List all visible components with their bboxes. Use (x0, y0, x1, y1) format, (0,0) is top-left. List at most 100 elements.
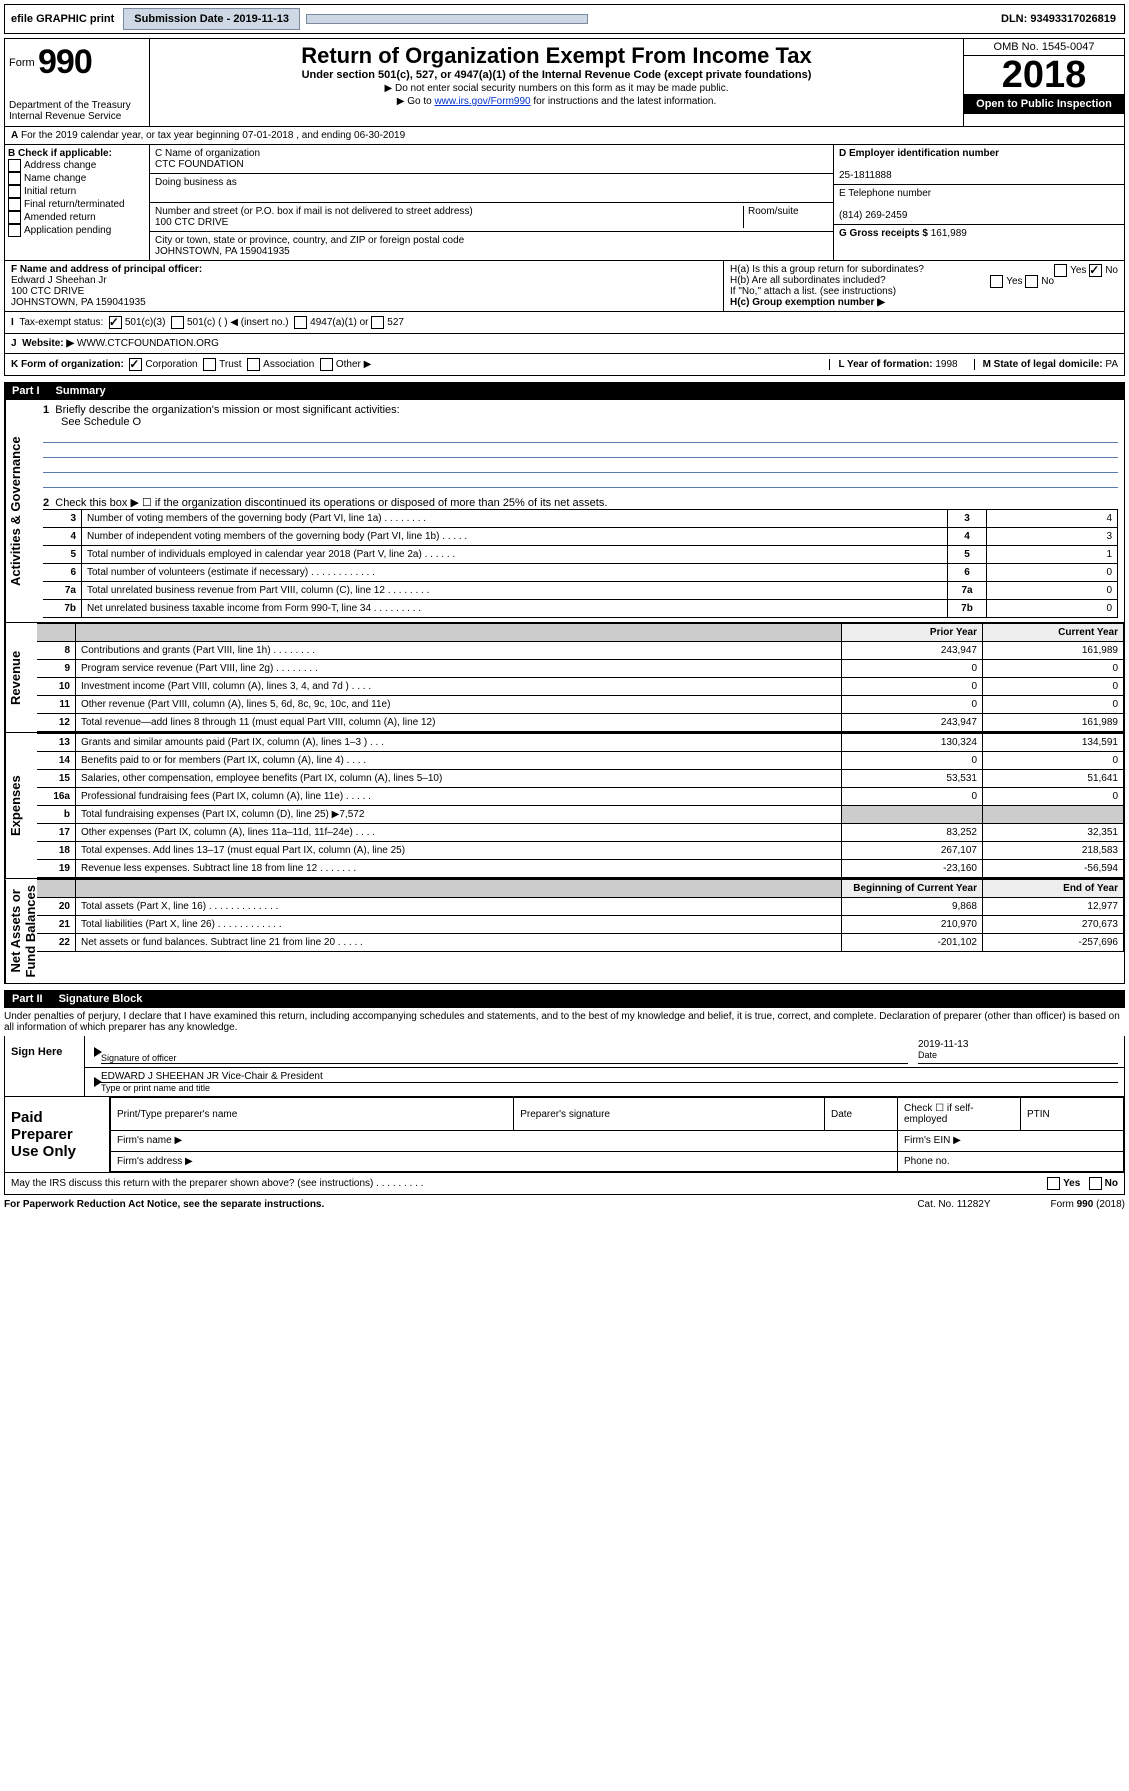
instructions-link[interactable]: www.irs.gov/Form990 (434, 96, 530, 107)
expenses-table: 13Grants and similar amounts paid (Part … (37, 733, 1124, 878)
chk-amended[interactable] (8, 211, 21, 224)
lbl-4947: 4947(a)(1) or (310, 317, 368, 328)
discuss-no[interactable] (1089, 1177, 1102, 1190)
discuss-no-label: No (1105, 1179, 1118, 1190)
ha-label: H(a) Is this a group return for subordin… (730, 264, 924, 275)
chk-other[interactable] (320, 358, 333, 371)
part2-num: Part II (12, 993, 43, 1005)
ein-value: 25-1811888 (839, 170, 892, 181)
uline (43, 473, 1118, 488)
chk-name[interactable] (8, 172, 21, 185)
chk-trust[interactable] (203, 358, 216, 371)
box-c: C Name of organization CTC FOUNDATION Do… (150, 145, 834, 260)
line-a: A For the 2019 calendar year, or tax yea… (4, 127, 1125, 145)
gross-value: 161,989 (931, 228, 967, 239)
tax-exempt-label: Tax-exempt status: (19, 317, 103, 328)
chk-address-label: Address change (24, 160, 96, 171)
footer-right: Form 990 (2018) (1051, 1199, 1125, 1210)
sign-here-block: Sign Here Signature of officer 2019-11-1… (4, 1036, 1125, 1097)
part1-title: Summary (56, 385, 106, 397)
uline (43, 428, 1118, 443)
l-label: L Year of formation: (838, 359, 932, 370)
chk-amended-label: Amended return (24, 212, 96, 223)
prep-name-hdr: Print/Type preparer's name (111, 1098, 514, 1130)
ha-no[interactable] (1089, 264, 1102, 277)
chk-501c3[interactable] (109, 316, 122, 329)
form-word: Form (9, 57, 35, 69)
box-deg: D Employer identification number 25-1811… (834, 145, 1124, 260)
part1-header: Part I Summary (4, 382, 1125, 400)
sig-date: 2019-11-13 (918, 1039, 1118, 1050)
website-link[interactable]: WWW.CTCFOUNDATION.ORG (77, 338, 219, 349)
sig-name: EDWARD J SHEEHAN JR Vice-Chair & Preside… (101, 1071, 1118, 1083)
ha-yes-label: Yes (1070, 265, 1086, 276)
officer-addr: 100 CTC DRIVE (11, 286, 84, 297)
chk-final[interactable] (8, 198, 21, 211)
chk-initial-label: Initial return (24, 186, 76, 197)
org-name-label: C Name of organization (155, 148, 260, 159)
lbl-other: Other ▶ (336, 359, 371, 370)
lbl-trust: Trust (219, 359, 241, 370)
box-f: F Name and address of principal officer:… (5, 261, 724, 311)
fh-row: F Name and address of principal officer:… (4, 261, 1125, 312)
dept-label: Department of the Treasury Internal Reve… (9, 100, 145, 122)
hb-yes[interactable] (990, 275, 1003, 288)
hc-label: H(c) Group exemption number ▶ (730, 297, 885, 308)
vlabel-na: Net Assets or Fund Balances (5, 879, 37, 983)
lbl-501c: 501(c) ( ) ◀ (insert no.) (187, 317, 289, 328)
hb-yes-label: Yes (1006, 276, 1022, 287)
note2-prefix: ▶ Go to (397, 96, 435, 107)
revenue-table: Prior YearCurrent Year8Contributions and… (37, 623, 1124, 732)
submission-date-button[interactable]: Submission Date - 2019-11-13 (123, 8, 300, 30)
page-footer: For Paperwork Reduction Act Notice, see … (4, 1199, 1125, 1210)
dba-label: Doing business as (155, 177, 237, 188)
efile-label: efile GRAPHIC print (5, 13, 120, 25)
chk-corp[interactable] (129, 358, 142, 371)
vlabel-rev: Revenue (5, 623, 37, 732)
part2-header: Part II Signature Block (4, 990, 1125, 1008)
form-header: Form 990 Department of the Treasury Inte… (4, 38, 1125, 127)
chk-501c[interactable] (171, 316, 184, 329)
form-number-cell: Form 990 Department of the Treasury Inte… (5, 39, 150, 126)
prep-ptin: PTIN (1021, 1098, 1124, 1130)
discuss-q: May the IRS discuss this return with the… (11, 1178, 423, 1189)
chk-527[interactable] (371, 316, 384, 329)
discuss-yes[interactable] (1047, 1177, 1060, 1190)
hb-no[interactable] (1025, 275, 1038, 288)
vlabel-exp: Expenses (5, 733, 37, 878)
chk-initial[interactable] (8, 185, 21, 198)
ha-yes[interactable] (1054, 264, 1067, 277)
lbl-corp: Corporation (145, 359, 197, 370)
part1-num: Part I (12, 385, 40, 397)
blank-button[interactable] (306, 14, 588, 24)
preparer-label: Paid Preparer Use Only (5, 1097, 110, 1172)
form-title: Return of Organization Exempt From Incom… (154, 43, 959, 69)
hb-note: If "No," attach a list. (see instruction… (730, 286, 1118, 297)
website-label: Website: ▶ (22, 338, 74, 349)
paid-preparer-block: Paid Preparer Use Only Print/Type prepar… (4, 1097, 1125, 1173)
prep-date-hdr: Date (825, 1098, 898, 1130)
chk-pending[interactable] (8, 224, 21, 237)
officer-city: JOHNSTOWN, PA 159041935 (11, 297, 146, 308)
uline (43, 458, 1118, 473)
chk-4947[interactable] (294, 316, 307, 329)
room-label: Room/suite (743, 206, 828, 228)
m-label: M State of legal domicile: (983, 359, 1103, 370)
sign-here-label: Sign Here (5, 1036, 85, 1096)
chk-address[interactable] (8, 159, 21, 172)
form-note-2: ▶ Go to www.irs.gov/Form990 for instruct… (154, 96, 959, 107)
ha-no-label: No (1105, 265, 1118, 276)
prep-sig-hdr: Preparer's signature (514, 1098, 825, 1130)
vlabel-ag: Activities & Governance (5, 400, 37, 622)
header-grid: B Check if applicable: Address change Na… (4, 145, 1125, 261)
chk-assoc[interactable] (247, 358, 260, 371)
row-i: I Tax-exempt status: 501(c)(3) 501(c) ( … (4, 312, 1125, 334)
form-number: 990 (38, 43, 92, 81)
box-b: B Check if applicable: Address change Na… (5, 145, 150, 260)
lbl-assoc: Association (263, 359, 314, 370)
sig-name-label: Type or print name and title (101, 1083, 1118, 1093)
phone-value: (814) 269-2459 (839, 210, 907, 221)
officer-name: Edward J Sheehan Jr (11, 275, 107, 286)
ein-label: D Employer identification number (839, 148, 999, 159)
box-h: H(a) Is this a group return for subordin… (724, 261, 1124, 311)
